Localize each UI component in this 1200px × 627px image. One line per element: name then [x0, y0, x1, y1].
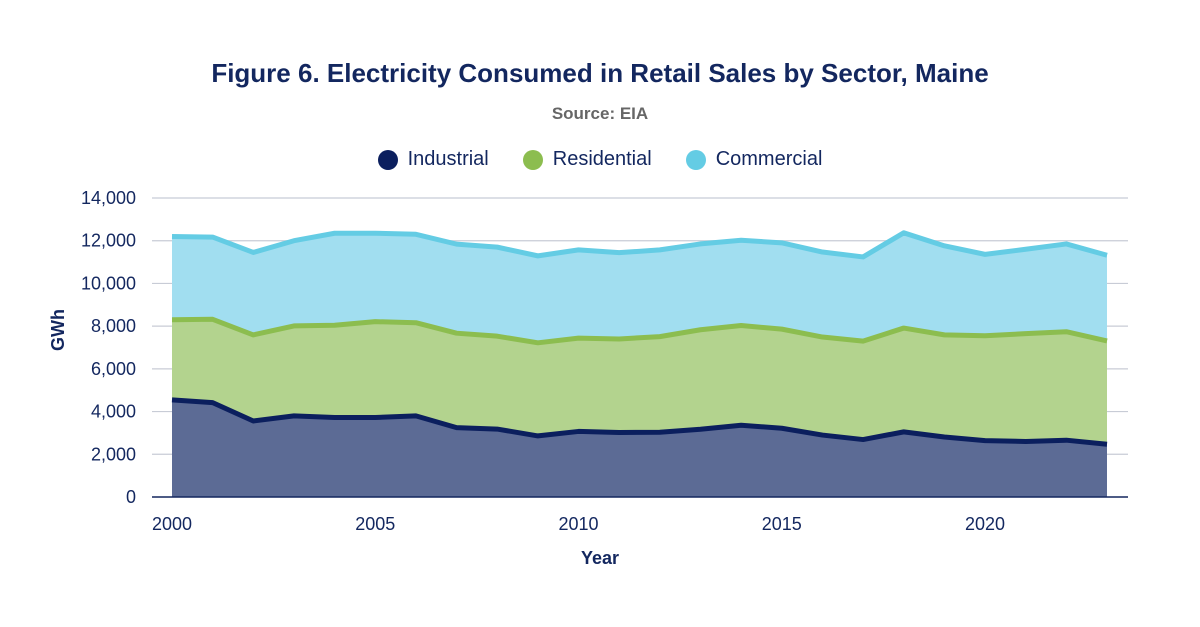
y-tick-label: 10,000 — [81, 273, 136, 293]
line-commercial — [171, 230, 1108, 260]
chart-legend: Industrial Residential Commercial — [0, 148, 1200, 171]
area-residential — [172, 319, 1107, 445]
y-tick-label: 12,000 — [81, 231, 136, 251]
line-residential — [171, 316, 1108, 346]
area-industrial — [172, 399, 1107, 497]
line-industrial — [171, 397, 1108, 447]
tick-labels: 0 2,000 4,000 6,000 8,000 10,000 12,000 14,000 2… — [81, 188, 1005, 534]
legend-marker-residential — [522, 149, 543, 170]
legend-marker-commercial — [685, 149, 706, 170]
legend-item-residential: Residential — [522, 148, 652, 171]
x-tick-label: 2020 — [965, 514, 1005, 534]
chart-subtitle: Source: EIA — [551, 104, 649, 123]
legend-label-industrial: Industrial — [407, 148, 489, 170]
x-tick-label: 2000 — [152, 514, 192, 534]
series-lines — [171, 230, 1108, 447]
y-tick-label: 6,000 — [91, 359, 136, 379]
y-axis-title: GWh — [48, 309, 68, 351]
x-tick-label: 2010 — [558, 514, 598, 534]
y-tick-label: 4,000 — [91, 402, 136, 422]
area-layers — [172, 232, 1107, 497]
y-tick-label: 2,000 — [91, 444, 136, 464]
x-tick-label: 2005 — [355, 514, 395, 534]
x-tick-label: 2015 — [762, 514, 802, 534]
legend-item-commercial: Commercial — [685, 148, 823, 171]
legend-item-industrial: Industrial — [377, 148, 489, 171]
y-tick-label: 14,000 — [81, 188, 136, 208]
legend-label-commercial: Commercial — [715, 148, 823, 170]
y-tick-label: 0 — [126, 487, 136, 507]
y-tick-label: 8,000 — [91, 316, 136, 336]
legend-label-residential: Residential — [552, 148, 652, 170]
area-commercial — [172, 232, 1107, 343]
chart-title: Figure 6. Electricity Consumed in Retail… — [211, 58, 989, 88]
legend-marker-industrial — [377, 149, 398, 170]
x-axis-title: Year — [581, 548, 619, 568]
